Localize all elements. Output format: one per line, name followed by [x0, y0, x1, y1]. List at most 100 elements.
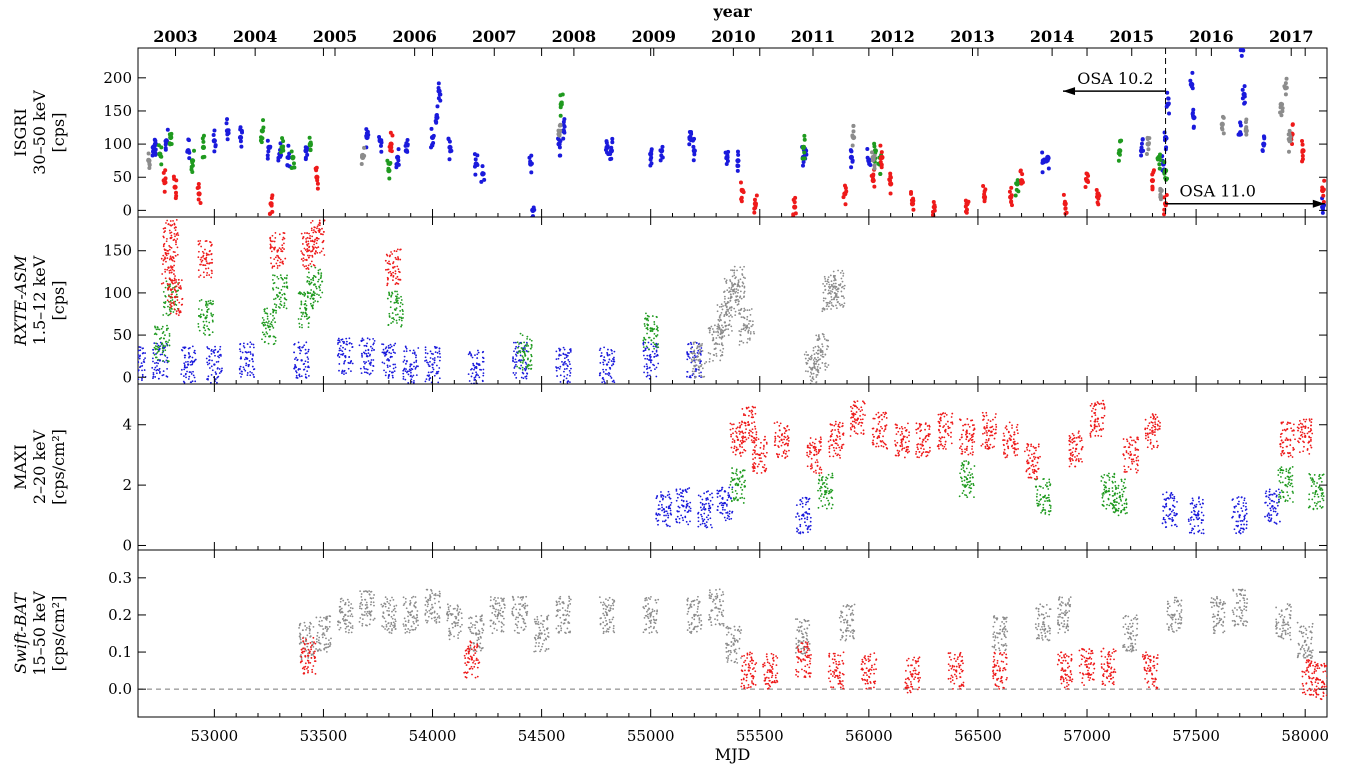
data-point [1118, 138, 1123, 143]
data-point [165, 252, 168, 255]
data-point [724, 156, 729, 161]
data-point [172, 311, 175, 313]
data-point [244, 369, 247, 372]
data-point [364, 349, 367, 352]
data-point [776, 421, 779, 424]
data-point [687, 343, 689, 346]
data-point [394, 270, 397, 273]
data-point [155, 356, 158, 359]
data-point [523, 367, 526, 370]
data-point [1168, 517, 1170, 520]
data-point [252, 373, 255, 376]
data-point [816, 459, 818, 461]
data-point [762, 452, 765, 455]
data-point [301, 237, 304, 240]
data-point [561, 136, 566, 141]
data-point [739, 486, 742, 489]
data-point [163, 176, 168, 181]
data-point [563, 370, 565, 373]
data-point [364, 133, 369, 138]
data-point [259, 140, 264, 145]
data-point [738, 443, 741, 446]
data-point [833, 292, 836, 294]
data-point [648, 336, 651, 339]
data-point [750, 308, 753, 310]
data-point [822, 291, 825, 294]
data-point [208, 362, 211, 365]
data-point [697, 352, 700, 355]
data-point [302, 259, 305, 262]
data-point [146, 151, 151, 156]
data-point [703, 512, 706, 515]
data-point [164, 334, 166, 337]
data-point [407, 382, 410, 384]
data-point [468, 351, 471, 353]
data-point [391, 355, 393, 358]
data-point [155, 328, 158, 331]
data-point [730, 296, 732, 298]
data-point [447, 144, 453, 151]
data-point [1284, 477, 1287, 480]
data-point [735, 295, 738, 298]
data-point [1317, 495, 1320, 498]
data-point [657, 343, 660, 345]
data-point [1114, 481, 1117, 483]
data-point [286, 285, 289, 288]
data-point [208, 367, 211, 369]
data-point [211, 320, 214, 323]
data-point [961, 480, 963, 483]
data-point [744, 309, 746, 311]
data-point [743, 265, 745, 268]
data-point [206, 310, 208, 313]
data-point [311, 293, 313, 296]
data-point [1202, 532, 1205, 535]
data-point [557, 366, 560, 369]
data-point [564, 353, 567, 356]
data-point [390, 352, 392, 355]
data-point [1270, 493, 1272, 496]
data-point [1147, 141, 1152, 146]
data-point [208, 321, 211, 324]
data-point [1273, 521, 1276, 524]
data-point [689, 341, 692, 344]
data-point [963, 460, 966, 463]
data-point [715, 355, 718, 357]
data-point [738, 480, 741, 483]
data-point [719, 495, 721, 497]
data-point [438, 367, 441, 369]
data-point [345, 340, 348, 343]
data-point [801, 531, 804, 534]
data-point [285, 155, 290, 160]
data-point [168, 313, 171, 316]
data-point [656, 353, 659, 356]
data-point [1237, 524, 1239, 527]
data-point [680, 514, 683, 517]
data-point [811, 366, 814, 369]
data-point [736, 163, 741, 168]
data-point [1124, 512, 1127, 515]
data-point [700, 363, 703, 366]
data-point [390, 251, 392, 253]
data-point [1162, 505, 1164, 508]
data-point [801, 514, 803, 517]
data-point [699, 506, 702, 509]
data-point [315, 236, 319, 240]
data-point [179, 285, 182, 287]
data-point [298, 374, 301, 377]
data-point [363, 344, 366, 347]
data-point [165, 249, 167, 251]
data-point [171, 279, 174, 282]
data-point [778, 440, 781, 443]
data-point [208, 302, 211, 305]
data-point [820, 493, 823, 495]
data-point [516, 352, 519, 355]
data-point [341, 338, 344, 341]
data-point [1261, 134, 1266, 139]
data-point [740, 297, 743, 300]
data-point [282, 278, 284, 281]
data-point [809, 355, 812, 358]
data-point [831, 489, 834, 492]
data-point [732, 432, 734, 435]
data-point [319, 277, 322, 280]
data-point [825, 305, 828, 308]
